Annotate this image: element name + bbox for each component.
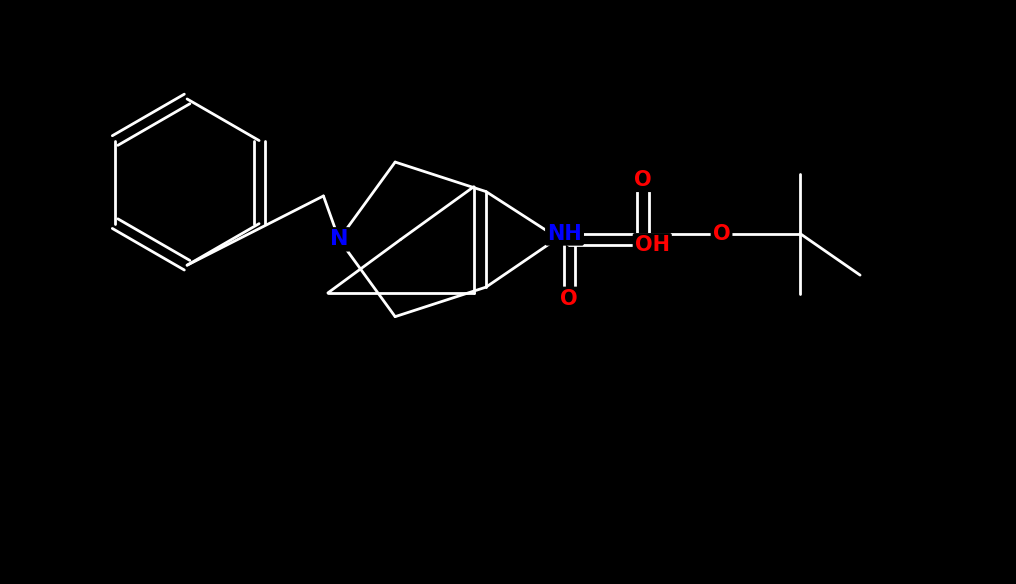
Text: N: N — [330, 230, 348, 249]
Text: O: O — [634, 170, 652, 190]
Text: O: O — [713, 224, 731, 244]
Text: NH: NH — [548, 224, 582, 244]
Text: O: O — [561, 288, 578, 309]
Text: OH: OH — [635, 235, 670, 255]
